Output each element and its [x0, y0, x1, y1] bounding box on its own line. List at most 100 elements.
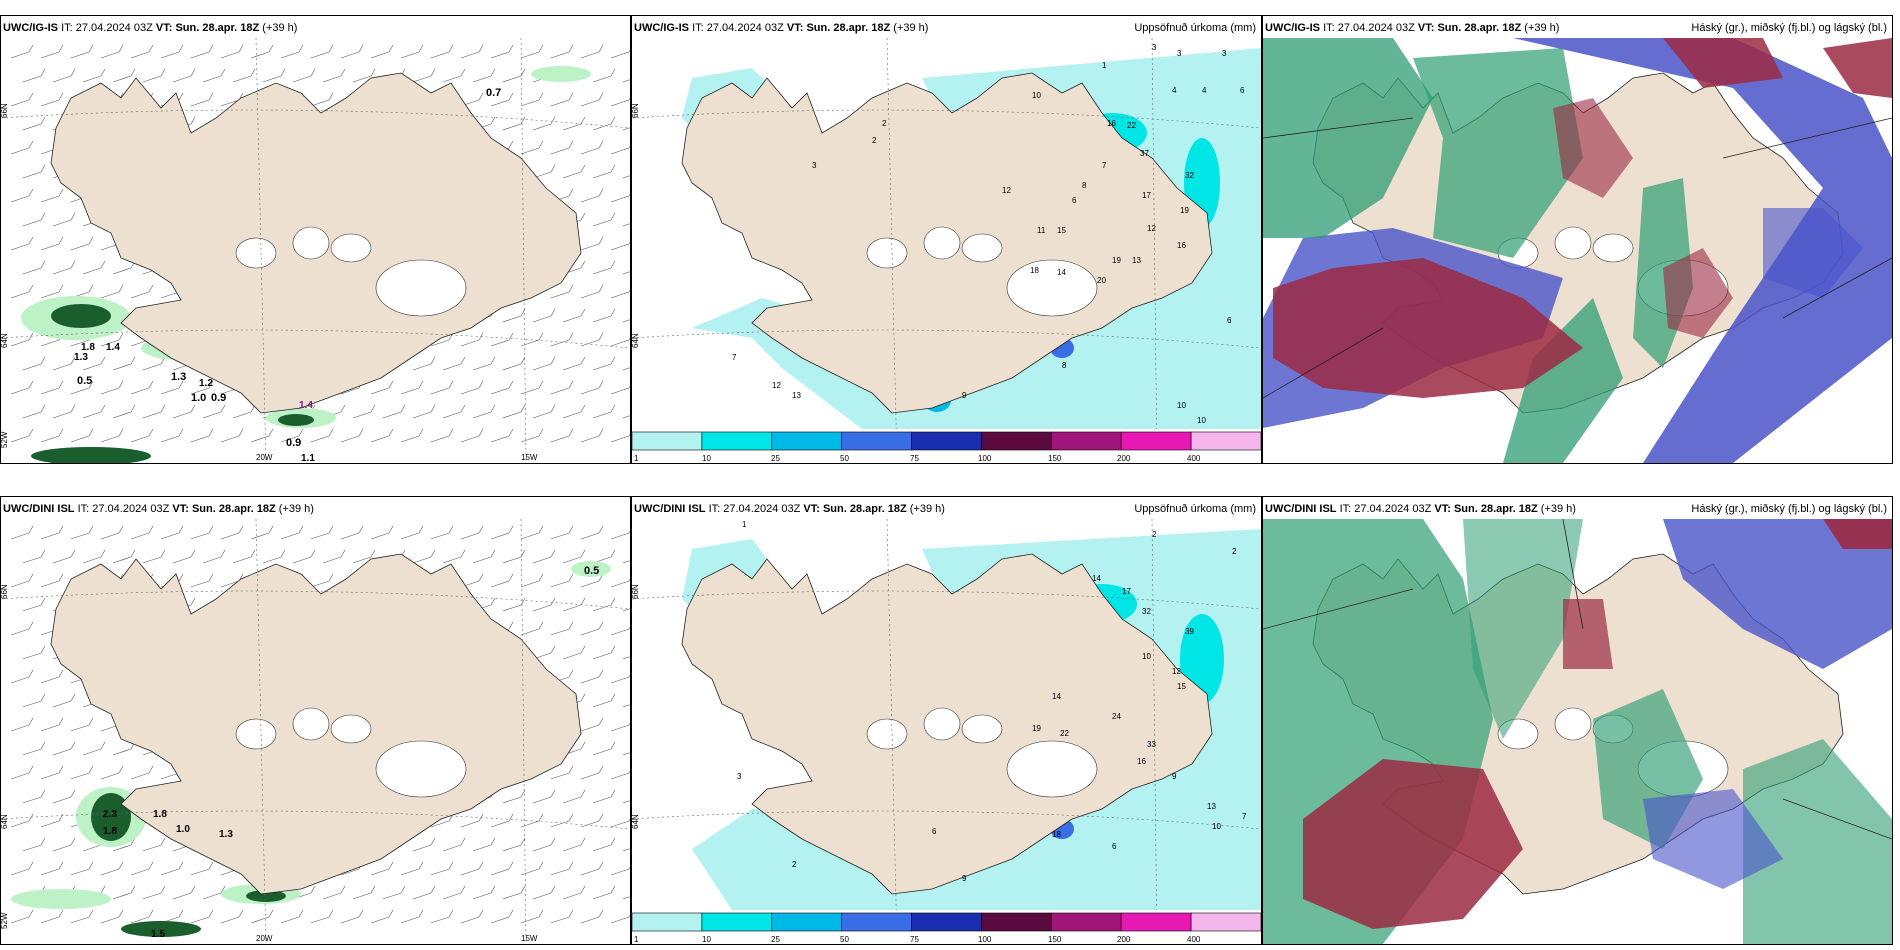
- wind-barb: [460, 428, 484, 443]
- precip-value: 13: [792, 391, 801, 400]
- lead-time: (+39 h): [278, 503, 314, 515]
- wind-barb: [580, 188, 604, 203]
- graticule-line: [255, 519, 267, 944]
- wind-barb: [430, 525, 454, 540]
- wind-barb: [520, 380, 544, 395]
- wind-barb: [562, 404, 586, 419]
- wind-barb: [172, 404, 196, 419]
- colorbar-swatch: [841, 431, 912, 451]
- wind-value: 0.7: [486, 87, 501, 99]
- vt-value: Sun. 28.apr. 18Z: [1453, 503, 1538, 515]
- wind-barb: [610, 578, 630, 588]
- wind-barb: [70, 861, 94, 876]
- lat-label: 66N: [632, 584, 640, 599]
- glacier: [1554, 226, 1592, 260]
- precip-value: 3: [812, 161, 817, 170]
- wind-barb: [400, 44, 424, 59]
- colorbar-swatch: [1051, 912, 1122, 932]
- wind-barb: [460, 525, 484, 540]
- precip-colorbar: 1 10 25 50 75 100 150 200 400: [632, 430, 1261, 463]
- glacier: [961, 714, 1003, 744]
- wind-barb: [310, 909, 334, 924]
- wind-barb: [442, 549, 466, 564]
- wind-barb: [40, 284, 64, 299]
- map-area: 2 2 1 14 17 32 39 24 19 22 15 33 16 14 1…: [632, 519, 1261, 910]
- wind-barb: [550, 92, 574, 107]
- colorbar-tick: 400: [1187, 935, 1201, 944]
- wind-barb: [580, 861, 604, 876]
- wind-barb: [502, 68, 526, 83]
- lat-label: 52W: [1, 431, 9, 448]
- graticule: [632, 519, 1261, 910]
- wind-barb: [22, 549, 46, 564]
- wind-barb: [532, 308, 556, 323]
- wind-barb: [412, 68, 436, 83]
- wind-barb: [22, 837, 46, 852]
- wind-barb: [100, 284, 124, 299]
- colorbar-swatch: [1190, 912, 1261, 932]
- wind-barb: [112, 68, 136, 83]
- wind-barb: [202, 404, 226, 419]
- glacier: [1592, 233, 1634, 263]
- wind-barb: [292, 68, 316, 83]
- wind-barb: [562, 116, 586, 131]
- colorbar-tick: 75: [910, 935, 919, 944]
- wind-barb: [190, 861, 214, 876]
- precip-value: 6: [932, 827, 937, 836]
- precip-value: 22: [1060, 729, 1069, 738]
- lat-label: 66N: [1, 103, 9, 118]
- wind-barb: [130, 765, 154, 780]
- graticule-line: [632, 810, 1261, 830]
- wind-barb: [70, 236, 94, 251]
- wind-barb: [10, 573, 34, 588]
- colorbar-swatch: [771, 431, 842, 451]
- colorbar-tick: 200: [1117, 454, 1131, 463]
- map-area: 0.5 2.3 1.8 1.8 1.0 1.3 1.5 66N 64N 52W …: [1, 519, 630, 944]
- wind-barb: [520, 44, 544, 59]
- wind-barb: [622, 367, 630, 371]
- model-name: UWC/DINI ISL: [3, 503, 75, 515]
- wind-barb: [160, 44, 184, 59]
- lon-label: 15W: [521, 934, 538, 943]
- wind-barb: [592, 308, 616, 323]
- precip-value: 19: [1112, 256, 1121, 265]
- colorbar-tick: 400: [1187, 454, 1201, 463]
- wind-barb: [22, 260, 46, 275]
- glacier: [923, 226, 961, 260]
- precip-value: 10: [1197, 416, 1206, 425]
- wind-barb: [22, 164, 46, 179]
- wind-barb: [550, 380, 574, 395]
- precip-value: 6: [1112, 842, 1117, 851]
- wind-barb: [472, 837, 496, 852]
- wind-barb: [352, 549, 376, 564]
- wind-barb: [592, 741, 616, 756]
- wind-value: 1.2: [199, 378, 213, 389]
- wind-barb: [622, 560, 630, 564]
- vt-value: Sun. 28.apr. 18Z: [822, 503, 907, 515]
- cloud-map-panel-top: UWC/IG-IS IT: 27.04.2024 03Z VT: Sun. 28…: [1262, 15, 1893, 464]
- it-label: IT:: [708, 503, 721, 515]
- precip-map-panel-top: UWC/IG-IS IT: 27.04.2024 03Z VT: Sun. 28…: [631, 15, 1262, 464]
- wind-barb: [70, 44, 94, 59]
- wind-barb: [40, 573, 64, 588]
- wind-barb: [142, 356, 166, 371]
- vt-label: VT:: [172, 503, 189, 515]
- wind-barb: [592, 356, 616, 371]
- wind-barb: [400, 909, 424, 924]
- wind-barb: [40, 236, 64, 251]
- panel-subtitle: Uppsöfnuð úrkoma (mm): [1134, 22, 1256, 34]
- wind-barb: [610, 241, 630, 251]
- wind-barb: [442, 885, 466, 900]
- graticule-line: [1151, 38, 1157, 429]
- graticule-line: [632, 590, 1261, 610]
- colorbar-swatch: [981, 431, 1052, 451]
- precip-value: 12: [1147, 224, 1156, 233]
- wind-barb: [70, 380, 94, 395]
- precip-value: 9: [962, 874, 967, 883]
- colorbar-swatch: [701, 431, 773, 451]
- wind-barb: [532, 116, 556, 131]
- wind-barb: [340, 909, 364, 924]
- precip-value: 6: [1240, 86, 1245, 95]
- wind-value: 1.4: [106, 342, 120, 353]
- wind-barb: [622, 319, 630, 323]
